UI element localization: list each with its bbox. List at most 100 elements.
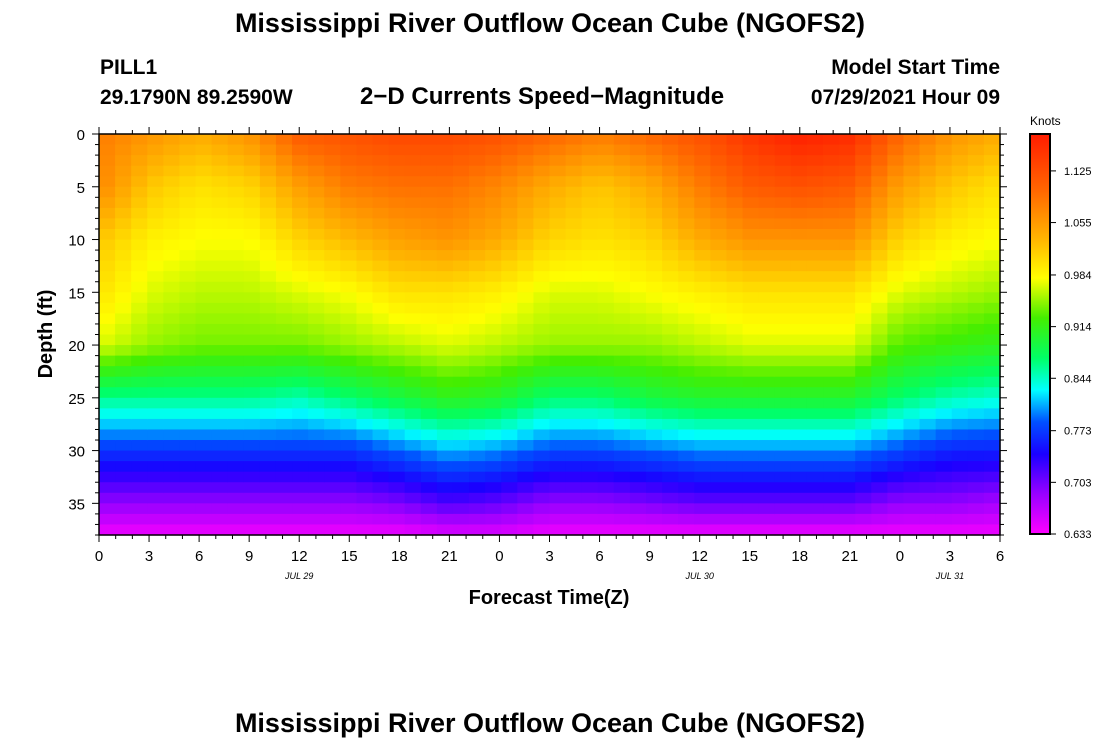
heatmap-cell [887,524,905,536]
heatmap-cell [983,176,1001,188]
heatmap-cell [983,355,1001,367]
heatmap-cell [935,524,953,536]
heatmap-cell [839,260,856,272]
heatmap-cell [694,461,711,473]
heatmap-cell [533,461,551,473]
heatmap-cell [855,250,872,262]
heatmap-cell [839,524,856,536]
heatmap-cell [452,461,470,473]
heatmap-cell [758,334,776,346]
heatmap-cell [436,345,454,357]
heatmap-cell [855,418,872,431]
heatmap-cell [646,292,663,304]
heatmap-cell [903,176,921,188]
heatmap-cell [597,155,615,167]
heatmap-cell [871,471,888,483]
heatmap-cell [919,471,937,483]
heatmap-cell [163,471,181,483]
heatmap-cell [259,134,277,146]
heatmap-cell [227,366,245,378]
heatmap-cell [758,366,776,378]
heatmap-cell [903,524,921,536]
heatmap-cell [597,408,615,420]
heatmap-cell [404,345,422,357]
heatmap-cell [452,334,470,346]
heatmap-cell [806,461,824,473]
heatmap-cell [919,197,937,209]
heatmap-cell [308,345,325,357]
heatmap-cell [485,408,502,420]
heatmap-cell [967,313,985,325]
heatmap-cell [485,450,502,462]
heatmap-cell [549,524,567,536]
heatmap-cell [517,513,535,526]
heatmap-cell [324,228,341,241]
heatmap-cell [163,397,181,409]
heatmap-cell [629,197,647,209]
heatmap-cell [147,503,164,515]
heatmap-cell [211,492,229,504]
heatmap-cell [501,492,518,504]
heatmap-cell [131,155,148,167]
heatmap-cell [533,334,551,346]
heatmap-cell [436,429,454,441]
heatmap-cell [983,366,1001,378]
heatmap-cell [613,376,631,388]
heatmap-cell [678,313,695,325]
heatmap-cell [420,376,438,388]
heatmap-cell [115,313,132,325]
heatmap-cell [774,345,792,357]
heatmap-cell [99,260,116,272]
heatmap-cell [275,165,293,177]
heatmap-cell [469,186,486,198]
heatmap-cell [452,408,470,420]
heatmap-cell [662,155,679,167]
heatmap-cell [259,471,277,483]
heatmap-cell [533,292,551,304]
heatmap-cell [388,355,406,367]
heatmap-cell [774,366,792,378]
heatmap-cell [678,418,695,431]
heatmap-cell [581,186,599,198]
heatmap-cell [292,503,309,515]
heatmap-cell [790,176,808,188]
heatmap-cell [211,250,229,262]
heatmap-cell [871,302,888,314]
heatmap-cell [308,302,325,314]
heatmap-cell [469,461,486,473]
heatmap-cell [243,144,261,156]
heatmap-cell [243,461,261,473]
heatmap-cell [452,218,470,230]
heatmap-cell [163,186,181,198]
heatmap-cell [629,482,647,494]
heatmap-cell [855,260,872,272]
heatmap-cell [131,345,148,357]
heatmap-cell [871,503,888,515]
heatmap-cell [823,355,840,367]
heatmap-cell [99,323,116,336]
heatmap-cell [372,134,390,146]
heatmap-cell [581,503,599,515]
heatmap-cell [629,186,647,198]
heatmap-cell [131,492,148,504]
heatmap-cell [211,313,229,325]
heatmap-cell [774,281,792,293]
heatmap-cell [935,260,953,272]
heatmap-cell [629,440,647,452]
heatmap-cell [147,228,164,241]
heatmap-cell [935,239,953,251]
heatmap-cell [517,334,535,346]
heatmap-cell [629,302,647,314]
date-label: JUL 31 [935,571,964,581]
heatmap-cell [903,218,921,230]
heatmap-cell [259,271,277,283]
heatmap-cell [243,471,261,483]
heatmap-cell [420,260,438,272]
heatmap-cell [613,323,631,336]
x-tick-label: 6 [996,548,1004,565]
heatmap-cell [372,165,390,177]
heatmap-cell [404,524,422,536]
heatmap-cell [292,271,309,283]
heatmap-cell [131,176,148,188]
heatmap-cell [533,228,551,241]
